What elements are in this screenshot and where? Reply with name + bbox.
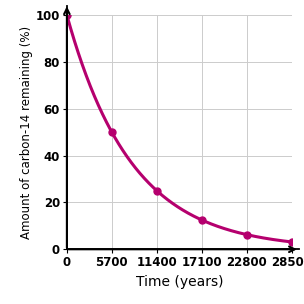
X-axis label: Time (years): Time (years)	[136, 275, 223, 289]
Y-axis label: Amount of carbon-14 remaining (%): Amount of carbon-14 remaining (%)	[20, 26, 33, 239]
